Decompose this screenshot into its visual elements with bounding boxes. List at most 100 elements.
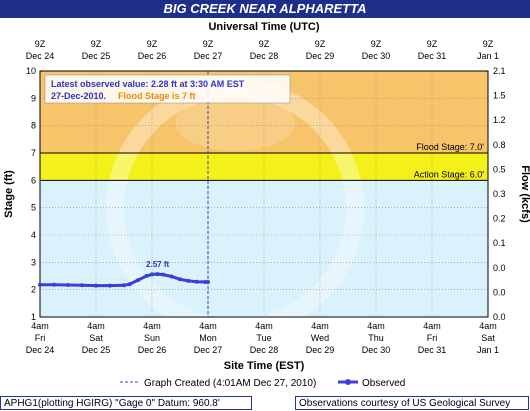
y2-tick-label: 0.2 bbox=[493, 214, 506, 224]
bottom-tick-label: Mon bbox=[199, 333, 217, 343]
latest-value-date: 27-Dec-2010. bbox=[51, 91, 106, 101]
top-tick-label: 9Z bbox=[483, 39, 494, 49]
observed-point bbox=[80, 283, 84, 288]
top-tick-label: Dec 26 bbox=[138, 51, 167, 61]
y-tick-label: 10 bbox=[26, 66, 36, 76]
legend-graph-created-label: Graph Created (4:01AM Dec 27, 2010) bbox=[144, 378, 316, 389]
top-tick-label: Dec 31 bbox=[418, 51, 447, 61]
y2-tick-label: 0.5 bbox=[493, 164, 506, 174]
observed-point bbox=[136, 278, 140, 283]
legend-observed-label: Observed bbox=[362, 378, 405, 389]
latest-value-box bbox=[44, 74, 291, 104]
bottom-tick-label: Wed bbox=[311, 333, 329, 343]
observed-point bbox=[186, 278, 191, 283]
bottom-tick-label: Dec 26 bbox=[138, 345, 167, 355]
bottom-tick-label: Jan 1 bbox=[477, 345, 499, 355]
latest-value-flood: Flood Stage is 7 ft bbox=[118, 91, 196, 101]
action-stage-label: Action Stage: 6.0' bbox=[414, 169, 485, 179]
chart-title: BIG CREEK NEAR ALPHARETTA bbox=[0, 0, 530, 18]
observed-point bbox=[144, 274, 149, 278]
observed-point bbox=[66, 283, 70, 288]
top-tick-label: Dec 27 bbox=[194, 51, 223, 61]
bottom-tick-label: Tue bbox=[256, 333, 271, 343]
y2-tick-label: 0.0 bbox=[493, 312, 506, 322]
bottom-tick-label: Sun bbox=[144, 333, 160, 343]
bottom-tick-label: Dec 28 bbox=[250, 345, 279, 355]
y-tick-label: 8 bbox=[31, 121, 36, 131]
y-tick-label: 9 bbox=[31, 93, 36, 103]
bottom-tick-label: 4am bbox=[367, 321, 385, 331]
datum-info: APHG1(plotting HGIRG) "Gage 0" Datum: 96… bbox=[0, 396, 252, 410]
y2-tick-label: 0.1 bbox=[493, 238, 506, 248]
hydrograph-chart: Flood Stage: 7.0' Action Stage: 6.0' 1 2 3 4 5… bbox=[3, 21, 530, 389]
y-tick-label: 4 bbox=[31, 230, 36, 240]
flood-stage-label: Flood Stage: 7.0' bbox=[416, 142, 484, 152]
y-tick-label: 1 bbox=[31, 312, 36, 322]
bottom-tick-label: 4am bbox=[423, 321, 441, 331]
y2-tick-label: 0.0 bbox=[493, 287, 506, 297]
top-tick-label: 9Z bbox=[147, 39, 158, 49]
y-tick-label: 5 bbox=[31, 203, 36, 213]
y-tick-label: 6 bbox=[31, 175, 36, 185]
top-tick-label: 9Z bbox=[315, 39, 326, 49]
bottom-tick-label: Fri bbox=[35, 333, 46, 343]
observed-point bbox=[155, 272, 160, 277]
top-tick-label: Dec 28 bbox=[250, 51, 279, 61]
peak-label: 2.57 ft bbox=[146, 260, 169, 269]
observed-point bbox=[52, 282, 56, 287]
y2-tick-label: 2.1 bbox=[493, 66, 506, 76]
observed-point bbox=[122, 283, 126, 288]
latest-value-text: Latest observed value: 2.28 ft at 3:30 A… bbox=[51, 79, 245, 89]
top-tick-label: Dec 24 bbox=[26, 51, 55, 61]
observed-point bbox=[169, 274, 174, 279]
top-tick-label: Dec 29 bbox=[306, 51, 335, 61]
bottom-tick-label: Dec 31 bbox=[418, 345, 447, 355]
top-tick-label: 9Z bbox=[427, 39, 438, 49]
top-tick-label: 9Z bbox=[91, 39, 102, 49]
bottom-tick-label: 4am bbox=[199, 321, 217, 331]
observed-point bbox=[178, 277, 182, 282]
bottom-tick-label: Dec 25 bbox=[82, 345, 111, 355]
y2-tick-label: 0.3 bbox=[493, 189, 506, 199]
observed-point bbox=[161, 272, 166, 277]
observed-point bbox=[206, 280, 210, 285]
y-tick-label: 7 bbox=[31, 148, 36, 158]
y-axis-title: Stage (ft) bbox=[3, 170, 15, 218]
observed-point bbox=[127, 282, 132, 287]
top-tick-label: 9Z bbox=[35, 39, 46, 49]
plot-border bbox=[39, 70, 489, 318]
bottom-tick-label: 4am bbox=[479, 321, 497, 331]
y-tick-label: 3 bbox=[31, 257, 36, 267]
y2-axis-title: Flow (kcfs) bbox=[519, 165, 530, 223]
bottom-tick-label: 4am bbox=[255, 321, 273, 331]
bottom-tick-label: Dec 24 bbox=[26, 345, 55, 355]
bottom-tick-label: Dec 29 bbox=[306, 345, 335, 355]
y2-tick-label: 0.0 bbox=[493, 263, 506, 273]
observation-credit: Observations courtesy of US Geological S… bbox=[295, 396, 529, 410]
bottom-tick-label: 4am bbox=[143, 321, 161, 331]
bottom-tick-label: Dec 27 bbox=[194, 345, 223, 355]
action-zone bbox=[40, 153, 488, 181]
bottom-tick-label: 4am bbox=[311, 321, 329, 331]
observed-point bbox=[150, 272, 154, 277]
observed-point bbox=[94, 283, 98, 288]
y2-tick-label: 0.8 bbox=[493, 140, 506, 150]
top-tick-label: Dec 30 bbox=[362, 51, 391, 61]
top-tick-label: 9Z bbox=[203, 39, 214, 49]
y2-tick-label: 1.5 bbox=[493, 91, 506, 101]
bottom-tick-label: Thu bbox=[368, 333, 384, 343]
bottom-tick-label: Sat bbox=[89, 333, 103, 343]
legend-observed-marker bbox=[345, 379, 351, 385]
observed-point bbox=[194, 279, 199, 284]
bottom-tick-label: Fri bbox=[427, 333, 438, 343]
top-tick-label: Dec 25 bbox=[82, 51, 111, 61]
observed-point bbox=[38, 282, 42, 287]
watermark-emblem bbox=[175, 95, 295, 151]
bottom-tick-label: Sat bbox=[481, 333, 495, 343]
observed-point bbox=[108, 283, 112, 288]
x-axis-title: Site Time (EST) bbox=[224, 360, 305, 372]
bottom-tick-label: 4am bbox=[31, 321, 49, 331]
top-axis-title: Universal Time (UTC) bbox=[208, 21, 319, 33]
y2-tick-label: 1.2 bbox=[493, 115, 506, 125]
top-tick-label: 9Z bbox=[371, 39, 382, 49]
